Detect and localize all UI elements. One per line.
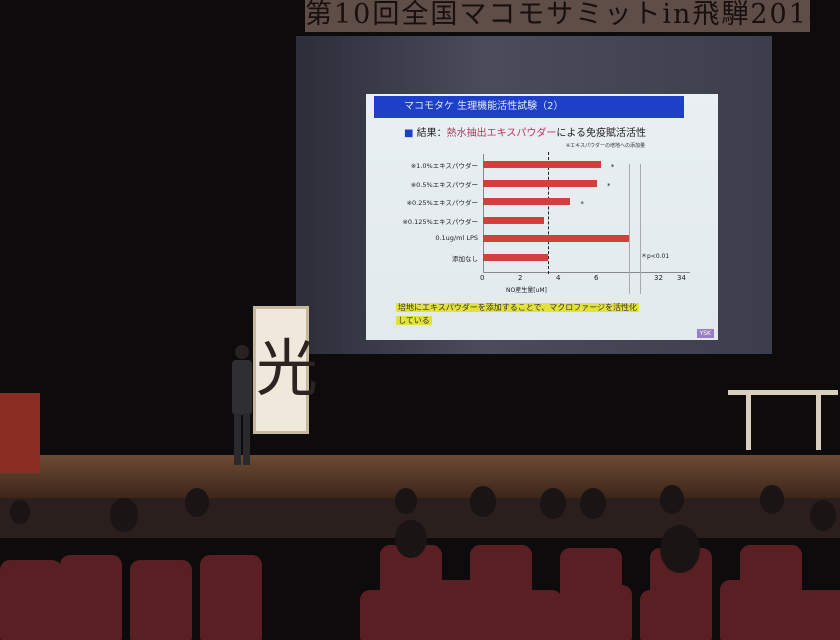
speaker-figure: [232, 345, 252, 465]
stage-floor: [0, 455, 840, 500]
reference-line: [547, 152, 549, 274]
x-tick-label: 34: [677, 274, 686, 282]
theater-seat: [740, 545, 802, 640]
significance-mark: *: [580, 200, 584, 208]
bar: [483, 161, 601, 168]
bar-chart: ※1.0%エキスパウダー * ※0.5%エキスパウダー * ※0.25%エキスパウダー *…: [366, 94, 718, 294]
bar: [483, 179, 597, 187]
result-highlight: 熱水抽出エキスパウダー: [446, 128, 557, 139]
result-prefix: 結果：: [416, 128, 447, 139]
theater-seat: [380, 545, 442, 640]
x-tick-label: 6: [594, 274, 599, 282]
p-value-annotation: ＊p<0.01: [641, 253, 670, 260]
presentation-slide: マコモタケ 生理機能活性試験（2） ■ 結果：熱水抽出エキスパウダーによる免疫賦…: [366, 94, 718, 340]
x-axis-label: NO産生量[uM]: [506, 287, 547, 294]
significance-mark: *: [607, 181, 611, 190]
audience-head: [185, 488, 209, 517]
audience-head: [760, 485, 784, 514]
theater-seat: [130, 560, 192, 640]
audience-head: [10, 500, 30, 524]
audience-head: [395, 520, 427, 559]
bullet-square-icon: ■: [404, 128, 417, 139]
x-tick-label: 4: [556, 274, 561, 282]
slide-title: マコモタケ 生理機能活性試験（2）: [374, 96, 684, 118]
audience-head: [470, 486, 496, 518]
x-tick-label: 2: [518, 274, 523, 282]
result-heading: ■ 結果：熱水抽出エキスパウダーによる免疫賦活活性: [404, 124, 646, 139]
significance-mark: *: [610, 163, 615, 171]
chart-note: ※エキスパウダーの培地への添加量: [566, 143, 646, 149]
theater-seat: [470, 545, 532, 640]
theater-seat: [60, 555, 122, 640]
calligraphy-scroll: 光: [253, 306, 318, 434]
x-tick-label: 0: [480, 274, 485, 282]
theater-seat: [0, 560, 62, 640]
category-label: ※0.25%エキスパウダー: [406, 199, 478, 207]
audience-head: [110, 498, 138, 532]
audience-head: [580, 488, 606, 520]
x-tick-label: 32: [654, 274, 663, 282]
podium: [0, 393, 40, 473]
conclusion-line-1: 培地にエキスパウダーを添加することで、マクロファージを活性化: [396, 303, 640, 312]
category-label: ※0.125%エキスパウダー: [402, 217, 478, 226]
audience-head: [540, 488, 566, 520]
bar: [483, 253, 548, 261]
bar: [483, 235, 629, 242]
audience-head: [660, 485, 684, 514]
audience-head: [660, 525, 700, 573]
event-banner: 第10回全国マコモサミットin飛騨2018: [305, 0, 810, 32]
axis-break: [629, 164, 641, 294]
bar: [483, 216, 544, 224]
category-label: ※1.0%エキスパウダー: [410, 162, 478, 170]
conclusion: 培地にエキスパウダーを添加することで、マクロファージを活性化 している: [396, 301, 640, 327]
company-logo: YSK: [696, 329, 714, 338]
theater-seat: [200, 555, 262, 640]
flower-arrangement-table: [728, 390, 838, 450]
y-axis: [483, 154, 484, 272]
x-axis: [483, 272, 690, 273]
theater-seat: [560, 548, 622, 640]
conclusion-line-2: している: [396, 316, 432, 325]
category-label: 0.1ug/ml LPS: [435, 234, 478, 242]
audience-head: [395, 488, 417, 515]
audience-head: [810, 500, 836, 532]
category-label: ※0.5%エキスパウダー: [410, 180, 478, 189]
result-suffix: による免疫賦活活性: [556, 128, 647, 139]
bar: [483, 198, 571, 205]
category-label: 添加なし: [452, 254, 478, 263]
